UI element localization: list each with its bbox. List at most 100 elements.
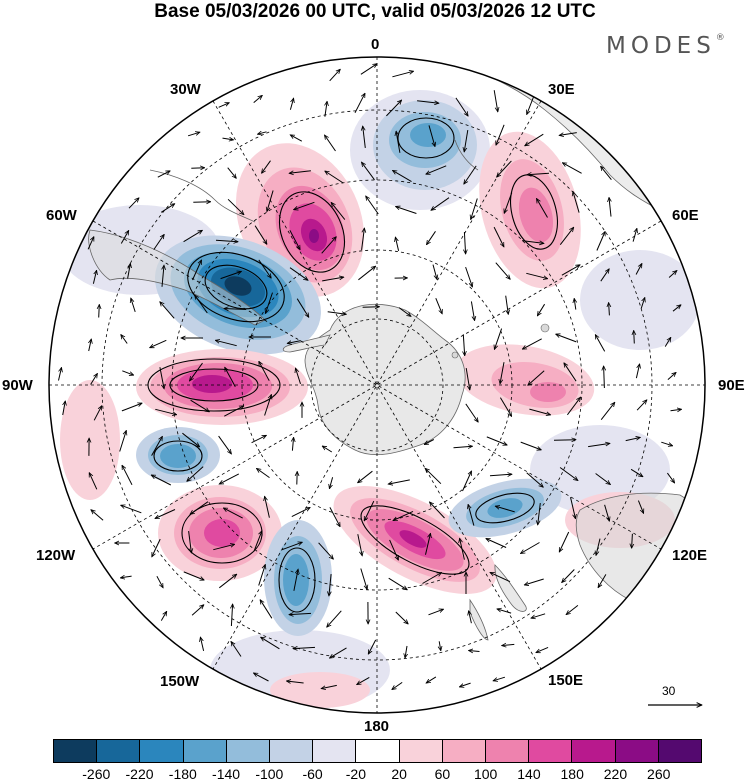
pink-tasman-anomaly <box>333 486 497 594</box>
wind-vector-arrow <box>574 298 576 310</box>
wind-vector-arrow <box>637 500 643 514</box>
wind-vector-arrow <box>187 466 204 482</box>
wind-vector-arrow <box>121 505 142 514</box>
wind-vector-arrow <box>329 477 334 488</box>
south-america-coast <box>88 229 266 326</box>
wind-vector-arrow <box>325 171 344 184</box>
wind-vector-arrow <box>426 676 437 683</box>
wind-vector-arrow <box>635 264 642 275</box>
wind-vector-arrow <box>573 191 580 213</box>
wind-vector-arrow <box>155 408 176 414</box>
wind-vector-arrow <box>296 368 301 385</box>
wind-vector-arrow <box>151 475 172 486</box>
anomaly-wash-southeast <box>530 425 670 515</box>
anomaly-wash-east <box>580 250 700 350</box>
wind-vector-arrow <box>251 434 267 444</box>
wind-vector-arrow <box>363 500 375 521</box>
wind-vector-arrow <box>595 335 606 352</box>
wind-vector-arrow <box>329 574 331 596</box>
wind-vector-arrow <box>465 368 470 390</box>
wind-vector-arrow <box>668 271 677 278</box>
wind-vector-arrow <box>428 125 435 146</box>
wind-vector-arrow <box>393 510 414 522</box>
colorbar-label: -20 <box>345 766 366 782</box>
wind-vector-arrow <box>567 397 580 416</box>
wind-vector-arrow <box>289 98 293 110</box>
wind-vector-arrow <box>160 611 166 621</box>
antarctica-land <box>304 303 466 456</box>
wind-vector-arrow <box>327 610 342 627</box>
wind-vector-arrow <box>422 573 442 584</box>
wind-vector-arrow <box>183 571 204 580</box>
colorbar-label: -100 <box>255 766 284 782</box>
lon-label-120w: 120W <box>36 547 76 564</box>
wind-vector-arrow <box>183 230 203 243</box>
wind-vector-arrow <box>357 676 370 684</box>
wind-vector-arrow <box>261 637 280 650</box>
island-marker <box>451 351 459 359</box>
wind-vector-arrow <box>494 328 503 350</box>
wind-vector-arrow <box>672 305 681 312</box>
wind-vector-arrow <box>358 266 375 281</box>
wind-vector-arrow <box>296 298 309 318</box>
wind-vector-arrow <box>392 681 403 689</box>
wind-vector-arrow <box>321 237 337 254</box>
colorbar-label: -180 <box>168 766 197 782</box>
wind-vector-arrow <box>150 339 167 349</box>
wind-vector-arrow <box>537 303 546 316</box>
wind-vector-arrow <box>396 131 401 153</box>
colorbar-swatch <box>226 740 271 762</box>
wind-vector-arrow <box>636 400 647 411</box>
wind-vector-arrow <box>564 363 577 382</box>
wind-vector-arrow <box>329 69 341 82</box>
wind-vector-arrow <box>322 277 344 282</box>
wind-vector-arrow <box>426 165 447 174</box>
wind-vector-arrow <box>289 613 312 614</box>
wind-vector-arrow <box>469 611 472 624</box>
pink-bellingshausen-anomaly <box>136 349 308 425</box>
wind-vector-arrow <box>155 509 176 519</box>
wind-vector-arrow <box>499 397 511 417</box>
wind-vector-arrow <box>386 100 401 117</box>
wind-vector-arrow <box>227 167 237 179</box>
wind-vector-arrow <box>162 265 164 287</box>
africa-south-coast <box>454 139 479 171</box>
wind-vector-arrow <box>526 472 544 487</box>
wind-vector-arrow <box>529 408 550 415</box>
wind-vector-arrow <box>157 171 170 178</box>
wind-vector-arrow <box>562 569 575 583</box>
wind-vector-arrow <box>609 303 610 316</box>
wind-vector-arrow <box>595 473 611 485</box>
wind-vector-arrow <box>464 231 465 254</box>
wind-vector-arrow <box>156 575 163 588</box>
wind-vector-arrow <box>327 311 347 315</box>
wind-vector-arrow <box>625 437 641 442</box>
wind-vector-arrow <box>192 260 202 281</box>
lon-label-180: 180 <box>364 718 390 735</box>
wind-vector-arrow <box>462 471 472 492</box>
wind-vector-arrow <box>231 604 232 627</box>
wind-vector-arrow <box>439 641 441 650</box>
south-island-nz <box>469 598 489 641</box>
wind-vector-arrow <box>187 132 200 137</box>
wind-vector-arrow <box>495 506 515 513</box>
wind-vector-arrow <box>424 439 435 445</box>
wind-vector-arrow <box>469 651 480 652</box>
anomaly-wash-bottom-pink <box>270 672 370 708</box>
wind-vectors <box>58 64 682 690</box>
pink-indian-west-anomaly <box>479 131 581 289</box>
wind-vector-arrow <box>218 435 232 454</box>
wind-vector-arrow <box>200 637 205 652</box>
wind-vector-arrow <box>455 97 468 116</box>
wind-vector-arrow <box>468 504 475 526</box>
colorbar-swatch <box>658 740 702 762</box>
wind-vector-arrow <box>63 401 66 416</box>
wind-vector-arrow <box>331 202 346 220</box>
wind-vector-arrow <box>604 366 605 389</box>
colorbar-swatch <box>572 740 616 762</box>
wind-vector-arrow <box>504 192 513 214</box>
wind-vector-arrow <box>366 196 379 215</box>
wind-vector-arrow <box>159 367 164 389</box>
wind-vector-arrow <box>522 338 542 349</box>
